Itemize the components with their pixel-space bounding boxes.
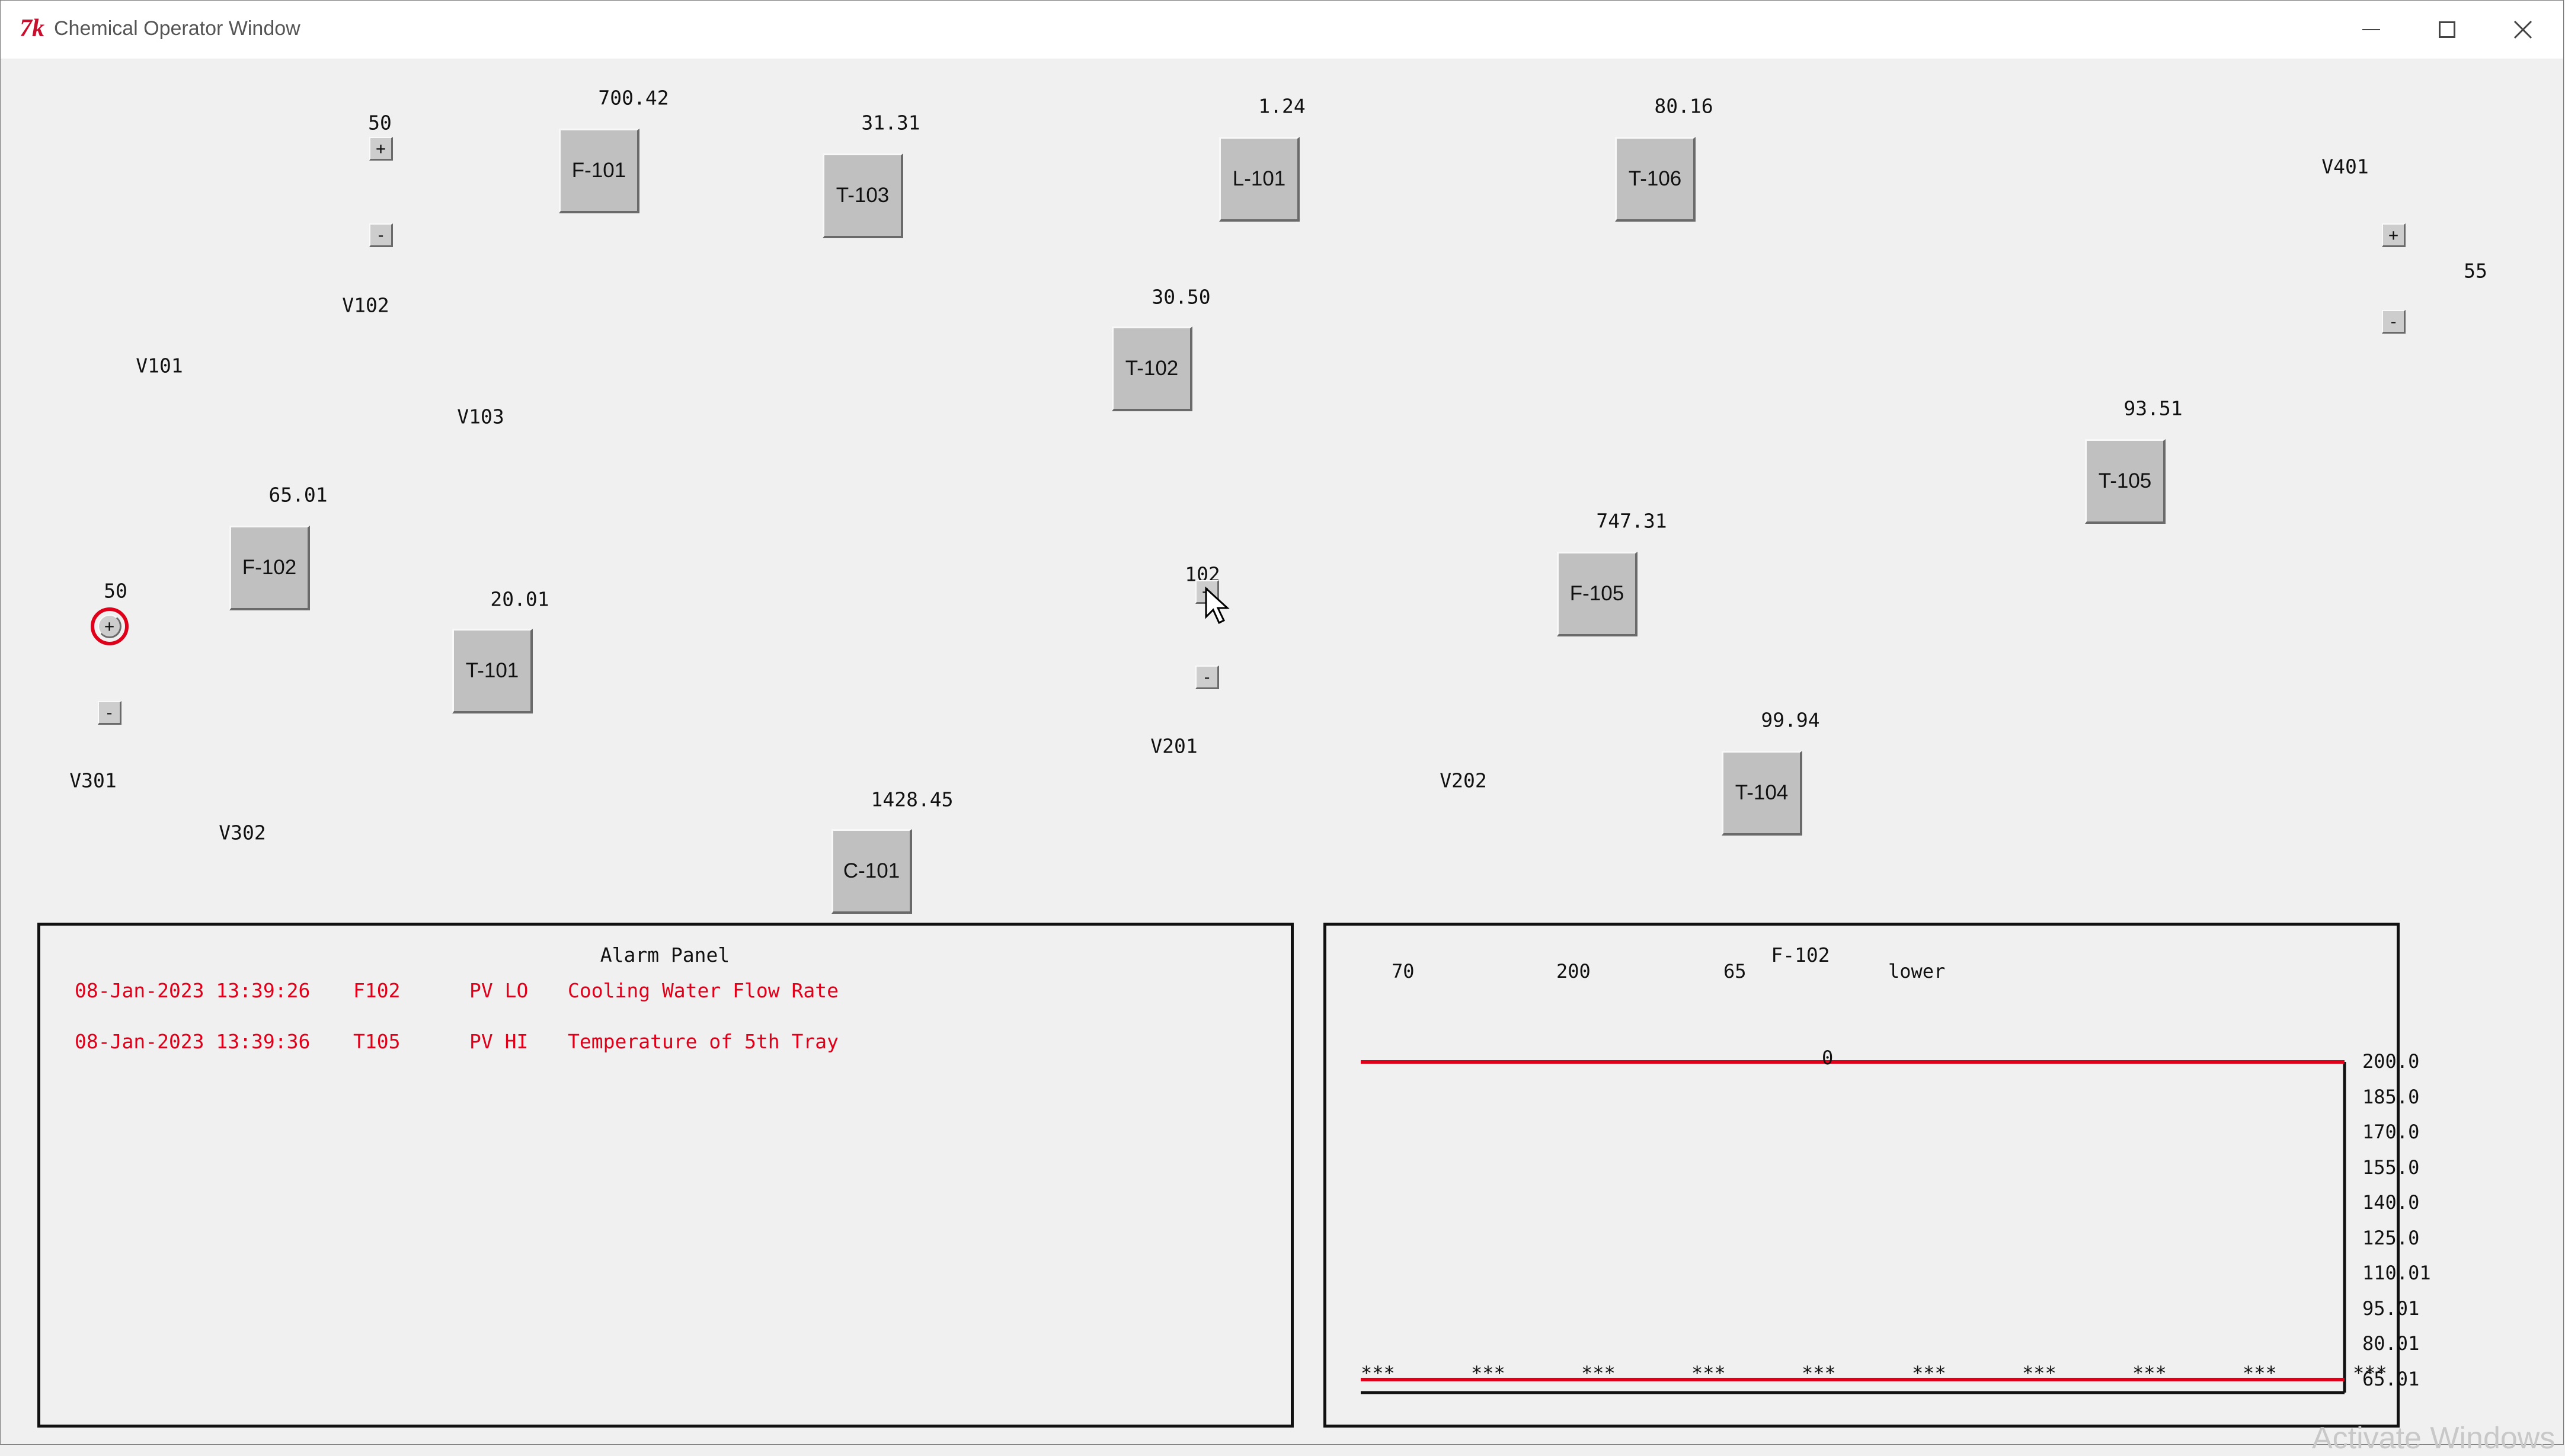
setpoint-V301: 50 bbox=[104, 579, 127, 603]
unit-T-101[interactable]: T-101 bbox=[452, 629, 533, 713]
trend-chart bbox=[1361, 1060, 2346, 1394]
unit-value-T-101: 20.01 bbox=[490, 587, 549, 611]
unit-value-F-105: 747.31 bbox=[1596, 509, 1667, 533]
x-marker-label: *** bbox=[2132, 1362, 2167, 1384]
y-tick-label: 65.01 bbox=[2362, 1368, 2420, 1390]
V301-increase-button[interactable]: + bbox=[91, 607, 129, 645]
close-icon bbox=[2513, 20, 2532, 39]
unit-value-T-104: 99.94 bbox=[1761, 708, 1820, 732]
unit-value-L-101: 1.24 bbox=[1258, 94, 1306, 118]
y-tick-label: 110.01 bbox=[2362, 1262, 2431, 1285]
alarm-desc: Temperature of 5th Tray bbox=[568, 1030, 839, 1053]
V301-decrease-button[interactable]: - bbox=[98, 701, 121, 725]
unit-value-F-102: 65.01 bbox=[268, 483, 328, 507]
activate-windows-watermark: Activate Windows bbox=[2312, 1421, 2556, 1455]
valve-label-V202: V202 bbox=[1440, 769, 1487, 792]
unit-value-T-103: 31.31 bbox=[861, 111, 920, 135]
x-marker-label: *** bbox=[1361, 1362, 1395, 1384]
alarm-time: 08-Jan-2023 13:39:26 bbox=[75, 979, 311, 1002]
V102-decrease-button[interactable]: - bbox=[369, 223, 393, 247]
y-tick-label: 185.0 bbox=[2362, 1085, 2420, 1108]
unit-F-102[interactable]: F-102 bbox=[229, 526, 310, 610]
y-tick-label: 170.0 bbox=[2362, 1121, 2420, 1144]
V401-increase-button[interactable]: + bbox=[2382, 223, 2406, 247]
setpoint-V401: 55 bbox=[2464, 259, 2487, 283]
valve-label-V101: V101 bbox=[136, 354, 183, 377]
unit-L-101[interactable]: L-101 bbox=[1219, 137, 1300, 222]
alarm-type: PV HI bbox=[469, 1030, 529, 1053]
window-title: Chemical Operator Window bbox=[54, 17, 300, 40]
unit-F-105[interactable]: F-105 bbox=[1557, 552, 1637, 636]
maximize-icon bbox=[2439, 21, 2455, 38]
y-tick-label: 200.0 bbox=[2362, 1050, 2420, 1073]
maximize-button[interactable] bbox=[2412, 1, 2483, 59]
tk-logo-icon: 7k bbox=[20, 15, 44, 42]
V102-increase-button[interactable]: + bbox=[369, 137, 393, 161]
title-bar: 7k Chemical Operator Window bbox=[1, 1, 2563, 59]
unit-value-C-101: 1428.45 bbox=[871, 788, 954, 811]
V201-decrease-button[interactable]: - bbox=[1195, 665, 1219, 689]
x-marker-label: *** bbox=[2353, 1362, 2387, 1384]
minimize-button[interactable] bbox=[2336, 1, 2407, 59]
trend-marker: 0 bbox=[1822, 1047, 1834, 1069]
valve-label-V103: V103 bbox=[457, 405, 504, 428]
x-marker-label: *** bbox=[1691, 1362, 1726, 1384]
alarm-panel-title: Alarm Panel bbox=[600, 943, 730, 967]
trend-header-value: 70 bbox=[1392, 960, 1415, 983]
trend-header-value: 200 bbox=[1556, 960, 1591, 983]
x-marker-label: *** bbox=[1802, 1362, 1836, 1384]
x-marker-label: *** bbox=[1912, 1362, 1946, 1384]
unit-F-101[interactable]: F-101 bbox=[559, 129, 639, 213]
alarm-type: PV LO bbox=[469, 979, 529, 1002]
setpoint-V102: 50 bbox=[368, 111, 392, 135]
trend-title: F-102 bbox=[1771, 943, 1830, 967]
trend-header-value: lower bbox=[1888, 960, 1946, 983]
unit-T-102[interactable]: T-102 bbox=[1112, 327, 1192, 411]
unit-C-101[interactable]: C-101 bbox=[831, 829, 912, 914]
valve-label-V201: V201 bbox=[1150, 734, 1198, 758]
trend-axes bbox=[1361, 1062, 2346, 1394]
unit-value-T-105: 93.51 bbox=[2123, 396, 2183, 420]
x-marker-label: *** bbox=[1581, 1362, 1616, 1384]
minimize-icon bbox=[2362, 29, 2380, 30]
mouse-cursor-icon bbox=[1205, 586, 1230, 625]
alarm-time: 08-Jan-2023 13:39:36 bbox=[75, 1030, 311, 1053]
alarm-tag: T105 bbox=[353, 1030, 401, 1053]
unit-T-105[interactable]: T-105 bbox=[2085, 439, 2166, 524]
trend-panel: F-102 70 200 65 lower 0 200.0 185.0 170.0 1… bbox=[1323, 923, 2431, 1428]
V401-decrease-button[interactable]: - bbox=[2382, 310, 2406, 334]
alarm-row[interactable]: 08-Jan-2023 13:39:36 T105 PV HI Temperat… bbox=[75, 1030, 839, 1169]
unit-T-106[interactable]: T-106 bbox=[1615, 137, 1696, 222]
alarm-tag: F102 bbox=[353, 979, 401, 1002]
unit-T-104[interactable]: T-104 bbox=[1722, 751, 1802, 836]
alarm-panel: Alarm Panel 08-Jan-2023 13:39:26 F102 PV… bbox=[37, 923, 1294, 1428]
x-marker-label: *** bbox=[1471, 1362, 1505, 1384]
process-canvas: 700.42 31.31 1.24 80.16 30.50 93.51 65.0… bbox=[1, 59, 2564, 1445]
trend-header-value: 65 bbox=[1723, 960, 1747, 983]
alarm-row[interactable]: 08-Jan-2023 13:39:26 F102 PV LO Cooling … bbox=[75, 979, 839, 1118]
close-button[interactable] bbox=[2487, 1, 2558, 59]
y-tick-label: 155.0 bbox=[2362, 1156, 2420, 1179]
valve-label-V401: V401 bbox=[2321, 155, 2369, 178]
x-marker-label: *** bbox=[2243, 1362, 2277, 1384]
unit-value-T-106: 80.16 bbox=[1654, 94, 1713, 118]
y-tick-label: 125.0 bbox=[2362, 1226, 2420, 1249]
y-tick-label: 140.0 bbox=[2362, 1191, 2420, 1214]
y-tick-label: 95.01 bbox=[2362, 1297, 2420, 1320]
unit-T-103[interactable]: T-103 bbox=[823, 153, 903, 238]
valve-label-V302: V302 bbox=[219, 821, 266, 844]
x-marker-label: *** bbox=[2022, 1362, 2057, 1384]
valve-label-V102: V102 bbox=[342, 293, 389, 317]
valve-label-V301: V301 bbox=[69, 769, 117, 792]
unit-value-F-101: 700.42 bbox=[598, 86, 669, 110]
y-tick-label: 80.01 bbox=[2362, 1332, 2420, 1355]
alarm-desc: Cooling Water Flow Rate bbox=[568, 979, 839, 1002]
unit-value-T-102: 30.50 bbox=[1152, 285, 1211, 309]
